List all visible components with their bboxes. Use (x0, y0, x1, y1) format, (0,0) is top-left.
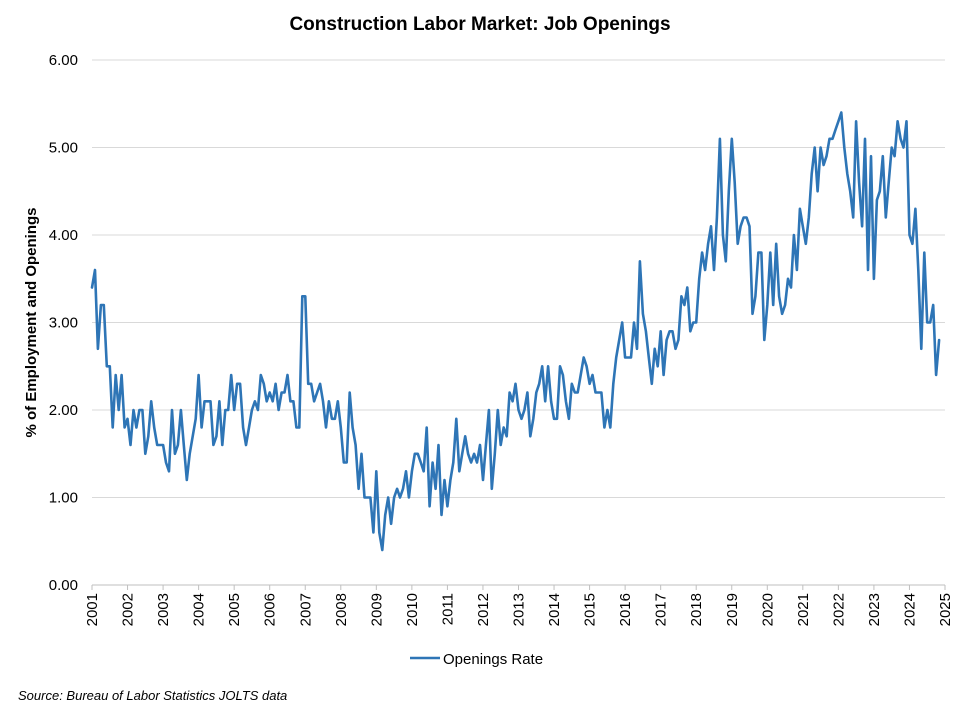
series-line-openings-rate (90, 111, 941, 552)
y-tick-label: 3.00 (49, 315, 78, 332)
y-tick-label: 1.00 (49, 490, 78, 507)
gridlines (92, 59, 945, 498)
y-axis: 0.00 1.00 2.00 3.00 4.00 5.00 6.00 (49, 52, 78, 594)
x-tick-label: 2021 (795, 593, 812, 626)
x-tick-label: 2012 (475, 593, 492, 626)
x-tick-label: 2010 (404, 593, 421, 626)
y-tick-label: 2.00 (49, 402, 78, 419)
y-tick-label: 5.00 (49, 140, 78, 157)
x-tick-label: 2014 (546, 593, 563, 626)
x-axis: 2001 2002 2003 2004 2005 2006 2007 2008 2009 2010… (84, 584, 954, 626)
x-tick-label: 2003 (155, 593, 172, 626)
legend: Openings Rate (410, 651, 543, 668)
y-tick-label: 4.00 (49, 227, 78, 244)
x-tick-label: 2006 (262, 593, 279, 626)
x-tick-label: 2011 (439, 593, 456, 625)
series-layer (90, 111, 941, 552)
y-tick-label: 6.00 (49, 52, 78, 69)
x-tick-label: 2008 (333, 593, 350, 626)
x-tick-label: 2022 (830, 593, 847, 626)
x-tick-label: 2013 (511, 593, 528, 626)
x-tick-label: 2009 (368, 593, 385, 626)
y-axis-label: % of Employment and Openings (23, 207, 40, 437)
x-tick-label: 2017 (653, 593, 670, 626)
x-tick-label: 2020 (759, 593, 776, 626)
y-tick-label: 0.00 (49, 577, 78, 594)
x-tick-label: 2019 (724, 593, 741, 626)
x-tick-label: 2007 (297, 593, 314, 626)
source-note: Source: Bureau of Labor Statistics JOLTS… (18, 688, 288, 703)
x-tick-label: 2002 (120, 593, 137, 626)
x-tick-label: 2023 (866, 593, 883, 626)
x-tick-label: 2024 (901, 593, 918, 626)
x-tick-label: 2016 (617, 593, 634, 626)
x-tick-label: 2005 (226, 593, 243, 626)
x-tick-label: 2015 (582, 593, 599, 626)
x-tick-label: 2018 (688, 593, 705, 626)
legend-label: Openings Rate (443, 651, 543, 668)
x-tick-label: 2001 (84, 593, 101, 626)
x-tick-label: 2004 (191, 593, 208, 626)
chart-title: Construction Labor Market: Job Openings (289, 14, 671, 35)
x-tick-label: 2025 (937, 593, 954, 626)
